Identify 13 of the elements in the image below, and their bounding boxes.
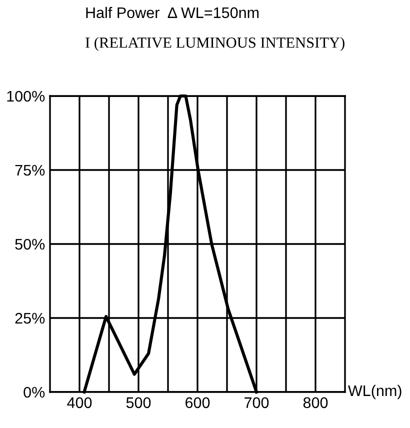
y-tick-label: 100%: [7, 90, 45, 102]
y-tick-label: 25%: [15, 312, 45, 324]
y-tick-label: 50%: [15, 238, 45, 250]
chart-subtitle: I (RELATIVE LUMINOUS INTENSITY): [86, 37, 344, 51]
y-tick-label: 0%: [24, 386, 45, 398]
x-tick-label: 600: [186, 397, 210, 408]
x-tick-label: 500: [126, 397, 151, 408]
chart-title: Half Power Δ WL=150nm: [86, 6, 259, 18]
y-tick-label: 75%: [15, 164, 45, 176]
x-tick-label: 400: [67, 397, 92, 408]
x-axis-title: WL(nm): [348, 384, 402, 400]
x-tick-label: 700: [244, 397, 269, 408]
x-tick-label: 800: [303, 397, 328, 408]
